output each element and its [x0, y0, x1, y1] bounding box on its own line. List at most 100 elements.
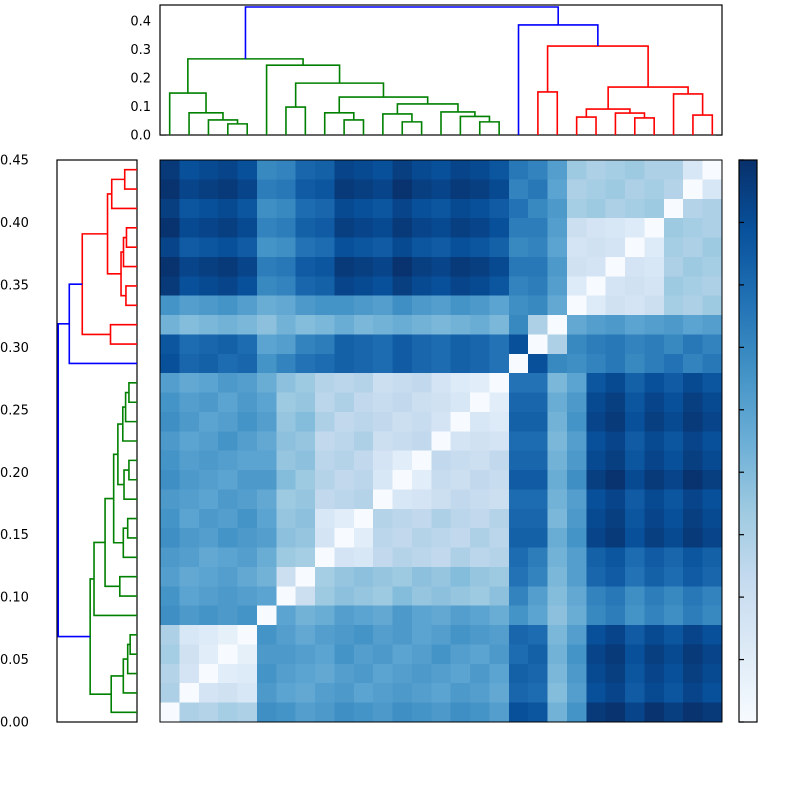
- heatmap-cell: [392, 218, 413, 239]
- heatmap-cell: [256, 605, 277, 626]
- heatmap-cell: [256, 411, 277, 432]
- heatmap-cell: [508, 470, 529, 491]
- heatmap-cell: [489, 198, 510, 219]
- heatmap-cell: [605, 547, 626, 568]
- dendrogram-link: [128, 382, 137, 404]
- heatmap-cell: [450, 392, 471, 413]
- heatmap-cell: [315, 315, 336, 336]
- heatmap-cell: [160, 605, 180, 626]
- colorbar-tick-label: 0.10: [0, 591, 29, 606]
- dendrogram-link: [122, 658, 137, 694]
- heatmap-cell: [508, 605, 529, 626]
- heatmap-cell: [198, 431, 219, 452]
- heatmap-cell: [625, 334, 646, 355]
- heatmap-cell: [315, 450, 336, 471]
- heatmap-cell: [411, 528, 432, 549]
- heatmap-cell: [237, 644, 258, 665]
- heatmap-cell: [644, 663, 665, 684]
- heatmap-cell: [470, 198, 491, 219]
- heatmap-cell: [508, 373, 529, 394]
- heatmap-cell: [547, 160, 568, 180]
- dendrogram-link: [478, 121, 500, 135]
- heatmap-cell: [373, 683, 394, 704]
- dendrogram-link: [81, 233, 111, 336]
- heatmap-cell: [198, 315, 219, 336]
- heatmap-cell: [295, 295, 316, 316]
- heatmap-cell: [470, 663, 491, 684]
- heatmap-cell: [489, 470, 510, 491]
- heatmap-cell: [586, 431, 607, 452]
- heatmap-cell: [295, 528, 316, 549]
- heatmap-cell: [411, 605, 432, 626]
- heatmap-cell: [605, 198, 626, 219]
- heatmap-cell: [586, 470, 607, 491]
- heatmap-cell: [198, 392, 219, 413]
- heatmap-cell: [276, 392, 297, 413]
- heatmap-cell: [198, 179, 219, 200]
- heatmap-cell: [625, 198, 646, 219]
- heatmap-cell: [489, 256, 510, 277]
- heatmap-cell: [237, 256, 258, 277]
- heatmap-cell: [218, 683, 239, 704]
- heatmap-cell: [295, 315, 316, 336]
- heatmap-cell: [392, 663, 413, 684]
- heatmap-cell: [411, 237, 432, 258]
- heatmap-cell: [547, 683, 568, 704]
- dendrogram-link: [110, 675, 137, 714]
- dendrogram-link: [125, 227, 137, 249]
- heatmap-cell: [237, 566, 258, 587]
- colorbar-tick-label: 0.20: [0, 466, 29, 481]
- heatmap-cell: [508, 625, 529, 646]
- heatmap-cell: [450, 470, 471, 491]
- heatmap-cell: [315, 586, 336, 607]
- colorbar-tick-label: 0.40: [0, 216, 29, 231]
- heatmap-cell: [663, 411, 684, 432]
- heatmap-cell: [702, 625, 723, 646]
- heatmap-cell: [586, 702, 607, 723]
- heatmap-cell: [392, 373, 413, 394]
- heatmap-cell: [489, 644, 510, 665]
- heatmap-cell: [586, 625, 607, 646]
- heatmap-cell: [644, 315, 665, 336]
- heatmap-cell: [644, 237, 665, 258]
- heatmap-cell: [663, 256, 684, 277]
- heatmap-cell: [450, 702, 471, 723]
- heatmap-cell: [470, 470, 491, 491]
- heatmap-cell: [256, 334, 277, 355]
- heatmap-cell: [566, 218, 587, 239]
- top-dendrogram: [159, 4, 723, 136]
- heatmap-cell: [160, 663, 180, 684]
- heatmap-cell: [392, 237, 413, 258]
- heatmap-cell: [470, 392, 491, 413]
- heatmap-cell: [605, 160, 626, 180]
- heatmap-cell: [663, 528, 684, 549]
- colorbar-tick-label: 0.30: [0, 341, 29, 356]
- heatmap-cell: [256, 470, 277, 491]
- heatmap-cell: [179, 683, 200, 704]
- heatmap-cell: [198, 566, 219, 587]
- heatmap-cell: [218, 392, 239, 413]
- heatmap-cell: [276, 411, 297, 432]
- heatmap-cell: [489, 489, 510, 510]
- heatmap-cell: [605, 256, 626, 277]
- heatmap-cell: [528, 702, 549, 723]
- heatmap-cell: [256, 528, 277, 549]
- heatmap-cell: [431, 276, 452, 297]
- heatmap-cell: [276, 276, 297, 297]
- heatmap-cell: [353, 450, 374, 471]
- heatmap-cell: [237, 218, 258, 239]
- heatmap-cell: [566, 315, 587, 336]
- heatmap-cell: [276, 353, 297, 374]
- heatmap-cell: [179, 644, 200, 665]
- heatmap-cell: [256, 702, 277, 723]
- heatmap-cell: [470, 605, 491, 626]
- heatmap-cell: [489, 179, 510, 200]
- heatmap-cell: [683, 256, 704, 277]
- heatmap-cell: [644, 702, 665, 723]
- heatmap-cell: [683, 198, 704, 219]
- heatmap-cell: [315, 237, 336, 258]
- heatmap-cell: [295, 256, 316, 277]
- heatmap-cell: [218, 566, 239, 587]
- heatmap-cell: [256, 179, 277, 200]
- heatmap-cell: [508, 198, 529, 219]
